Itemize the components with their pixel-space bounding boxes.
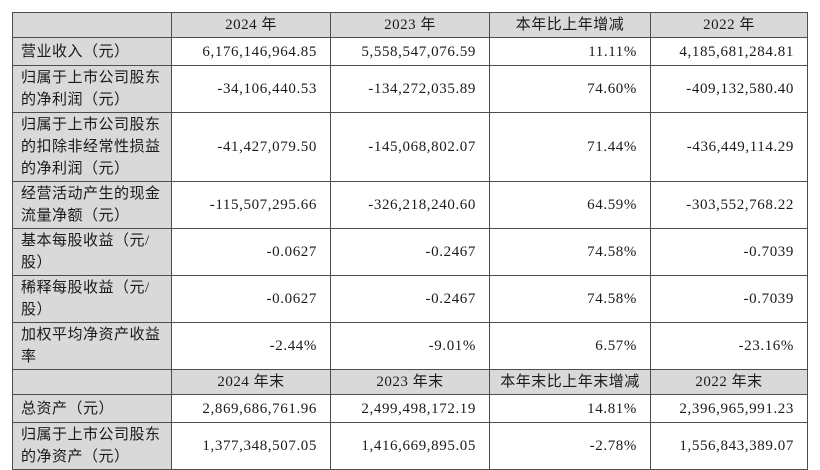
row-label: 归属于上市公司股东的净资产（元） [12, 422, 172, 470]
cell-value: -436,449,114.29 [650, 112, 808, 182]
row-label: 加权平均净资产收益率 [12, 322, 172, 370]
cell-value: 14.81% [489, 394, 651, 423]
cell-value: -41,427,079.50 [171, 112, 331, 182]
column-header: 2022 年末 [650, 369, 808, 395]
column-header: 本年末比上年末增减 [489, 369, 651, 395]
table-row: 归属于上市公司股东的净利润（元） -34,106,440.53 -134,272,0… [12, 65, 808, 113]
column-header: 2023 年 [330, 12, 490, 38]
cell-value: -134,272,035.89 [330, 65, 490, 113]
cell-value: -2.78% [489, 422, 651, 470]
row-label: 营业收入（元） [12, 37, 172, 66]
table-row: 归属于上市公司股东的扣除非经常性损益的净利润（元） -41,427,079.50-… [12, 112, 808, 182]
cell-value: -0.0627 [171, 228, 331, 276]
row-label: 总资产（元） [12, 394, 172, 423]
cell-value: 1,556,843,389.07 [650, 422, 808, 470]
table-row: 总资产（元） 2,869,686,761.96 2,499,498,172.19 14… [12, 394, 808, 423]
cell-value: 74.58% [489, 275, 651, 323]
column-header: 2024 年 [171, 12, 331, 38]
corner-cell [12, 12, 172, 38]
table-row: 稀释每股收益（元/股） -0.0627 -0.2467 74.58% -0.7039 [12, 275, 808, 323]
cell-value: 71.44% [489, 112, 651, 182]
cell-value: -0.0627 [171, 275, 331, 323]
row-label: 经营活动产生的现金流量净额（元） [12, 181, 172, 229]
table-row: 加权平均净资产收益率 -2.44% -9.01% 6.57% -23.16% [12, 322, 808, 370]
table-body: 2024 年 2023 年本年比上年增减 2022 年营业收入（元） 6,176,14… [12, 12, 808, 470]
row-label: 稀释每股收益（元/股） [12, 275, 172, 323]
row-label: 归属于上市公司股东的净利润（元） [12, 65, 172, 113]
cell-value: -326,218,240.60 [330, 181, 490, 229]
cell-value: 6.57% [489, 322, 651, 370]
cell-value: -23.16% [650, 322, 808, 370]
column-header: 2022 年 [650, 12, 808, 38]
cell-value: 74.58% [489, 228, 651, 276]
row-label: 基本每股收益（元/股） [12, 228, 172, 276]
cell-value: 2,499,498,172.19 [330, 394, 490, 423]
column-header: 2023 年末 [330, 369, 490, 395]
column-header: 本年比上年增减 [489, 12, 651, 38]
cell-value: -34,106,440.53 [171, 65, 331, 113]
cell-value: -145,068,802.07 [330, 112, 490, 182]
cell-value: 6,176,146,964.85 [171, 37, 331, 66]
table-row: 基本每股收益（元/股） -0.0627 -0.2467 74.58% -0.7039 [12, 228, 808, 276]
financial-summary-table: 2024 年 2023 年本年比上年增减 2022 年营业收入（元） 6,176,14… [12, 12, 808, 470]
cell-value: -0.7039 [650, 275, 808, 323]
cell-value: -2.44% [171, 322, 331, 370]
cell-value: 5,558,547,076.59 [330, 37, 490, 66]
cell-value: 2,869,686,761.96 [171, 394, 331, 423]
cell-value: -409,132,580.40 [650, 65, 808, 113]
cell-value: 74.60% [489, 65, 651, 113]
cell-value: -0.2467 [330, 228, 490, 276]
cell-value: 1,416,669,895.05 [330, 422, 490, 470]
table-row: 营业收入（元） 6,176,146,964.85 5,558,547,076.59 1… [12, 37, 808, 66]
cell-value: -0.7039 [650, 228, 808, 276]
table-row: 经营活动产生的现金流量净额（元） -115,507,295.66 -326,218,… [12, 181, 808, 229]
header-row: 2024 年末 2023 年末 本年末比上年末增减 2022 年末 [12, 369, 808, 395]
table-row: 归属于上市公司股东的净资产（元） 1,377,348,507.05 1,416,66… [12, 422, 808, 470]
cell-value: -303,552,768.22 [650, 181, 808, 229]
row-label: 归属于上市公司股东的扣除非经常性损益的净利润（元） [12, 112, 172, 182]
cell-value: 11.11% [489, 37, 651, 66]
corner-cell [12, 369, 172, 395]
cell-value: 2,396,965,991.23 [650, 394, 808, 423]
cell-value: -9.01% [330, 322, 490, 370]
header-row: 2024 年 2023 年本年比上年增减 2022 年 [12, 12, 808, 38]
cell-value: -0.2467 [330, 275, 490, 323]
cell-value: -115,507,295.66 [171, 181, 331, 229]
cell-value: 64.59% [489, 181, 651, 229]
column-header: 2024 年末 [171, 369, 331, 395]
cell-value: 4,185,681,284.81 [650, 37, 808, 66]
cell-value: 1,377,348,507.05 [171, 422, 331, 470]
